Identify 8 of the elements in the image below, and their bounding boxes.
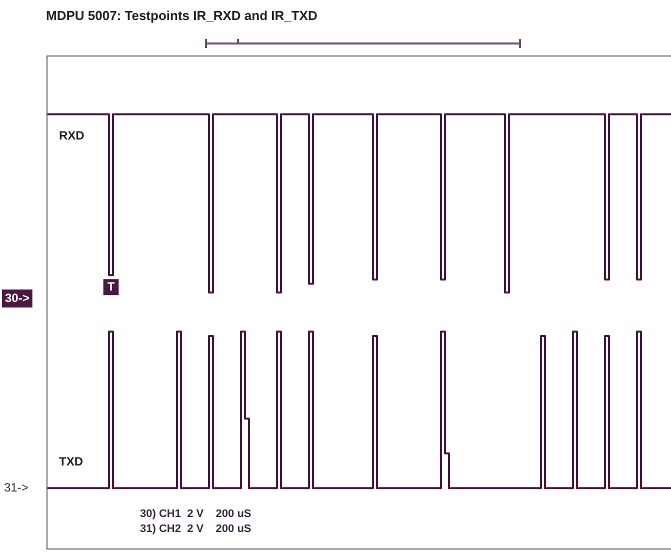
text: 31-> (4, 480, 28, 494)
text: 30-> (5, 290, 30, 305)
annotation: 31) CH2 2 V 200 uS (140, 523, 252, 536)
annotation: 30) CH1 2 V 200 uS (140, 508, 252, 520)
chart-title: MDPU 5007: Testpoints IR_RXD and IR_TXD (46, 8, 318, 23)
series-label: TXD (59, 454, 84, 468)
series-label: RXD (59, 128, 85, 143)
annotation: T (107, 279, 116, 294)
